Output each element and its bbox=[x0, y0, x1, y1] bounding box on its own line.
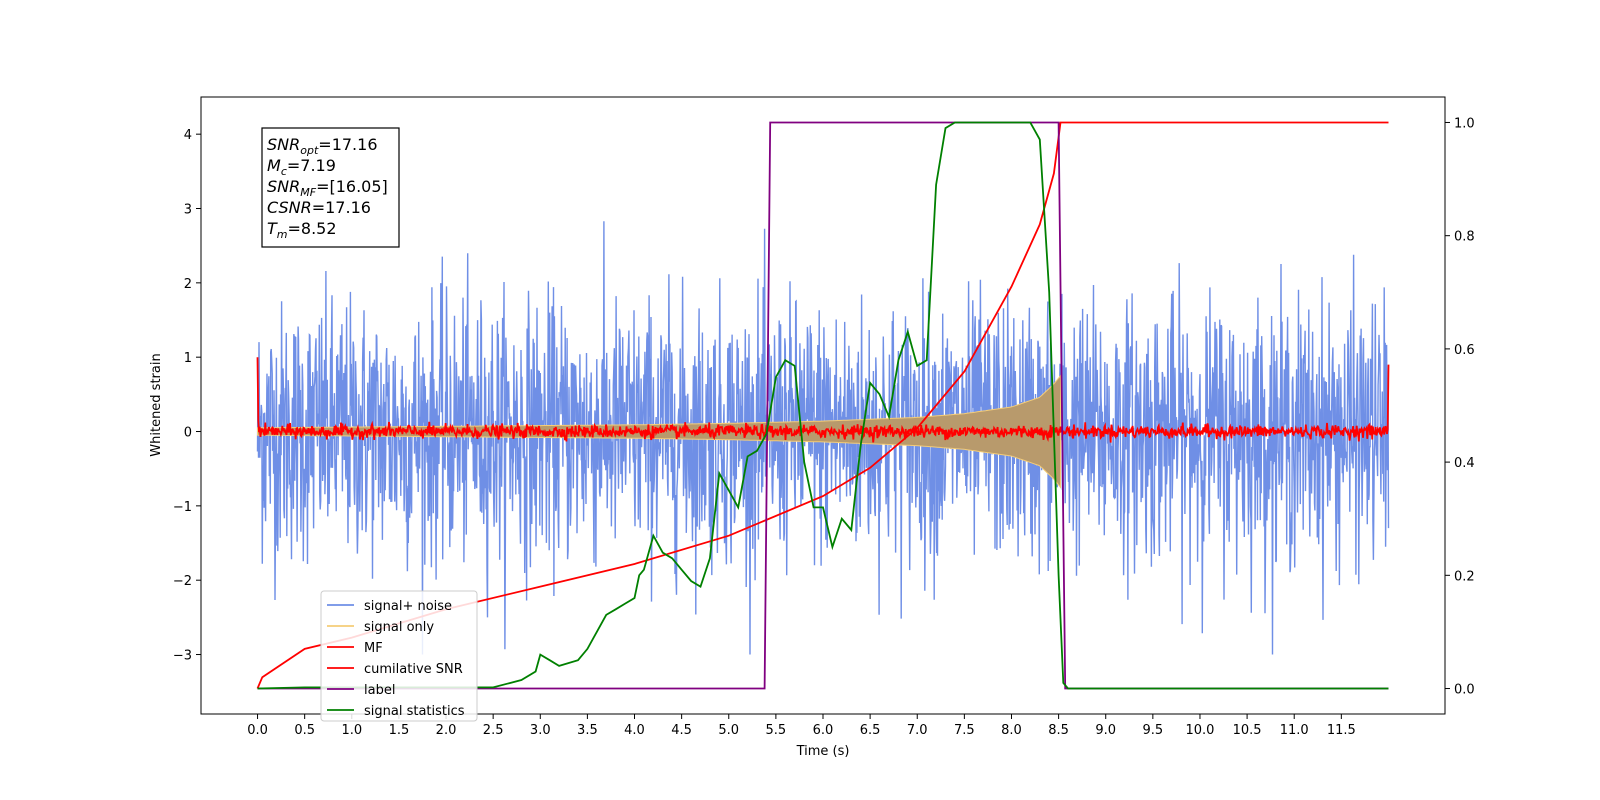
x-tick-label: 7.5 bbox=[954, 723, 975, 738]
x-tick-label: 9.5 bbox=[1143, 723, 1164, 738]
x-tick-label: 4.5 bbox=[671, 723, 692, 738]
x-tick-label: 8.0 bbox=[1001, 723, 1022, 738]
x-tick-label: 1.5 bbox=[389, 723, 410, 738]
legend-entry-label: label bbox=[364, 683, 395, 698]
annotation-frame bbox=[261, 127, 400, 248]
y-left-tick-label: 4 bbox=[184, 128, 192, 143]
axis-ticks: 0.0 0.5 1.0 1.5 2.0 2.5 3.0 3.5 4.0 4.5 5.0 5.5 6.0 6… bbox=[173, 116, 1475, 738]
legend-entry-label: cumilative SNR bbox=[364, 662, 463, 677]
y-left-tick-label: 3 bbox=[184, 203, 192, 218]
x-tick-label: 0.0 bbox=[247, 723, 268, 738]
x-tick-label: 3.5 bbox=[577, 723, 598, 738]
y-right-tick-label: 0.6 bbox=[1454, 343, 1475, 358]
x-tick-label: 2.0 bbox=[436, 723, 457, 738]
annotation-line: Tm=8.52 bbox=[267, 219, 337, 241]
legend: signal+ noise signal only MF cumilative SNR… bbox=[320, 590, 478, 722]
x-axis-label: Time (s) bbox=[796, 744, 850, 759]
y-axis-label: Whitened strain bbox=[149, 353, 164, 456]
x-tick-label: 7.0 bbox=[907, 723, 928, 738]
y-left-tick-label: 1 bbox=[184, 351, 192, 366]
y-right-tick-label: 0.8 bbox=[1454, 230, 1475, 245]
x-tick-label: 5.0 bbox=[718, 723, 739, 738]
legend-entry-label: MF bbox=[364, 641, 383, 656]
y-right-tick-label: 0.4 bbox=[1454, 456, 1475, 471]
x-tick-label: 5.5 bbox=[766, 723, 787, 738]
x-tick-label: 9.0 bbox=[1095, 723, 1116, 738]
y-right-tick-label: 0.0 bbox=[1454, 683, 1475, 698]
x-tick-label: 0.5 bbox=[294, 723, 315, 738]
y-right-tick-label: 0.2 bbox=[1454, 569, 1475, 584]
x-tick-label: 4.0 bbox=[624, 723, 645, 738]
y-left-tick-label: −3 bbox=[173, 649, 192, 664]
x-tick-label: 1.0 bbox=[341, 723, 362, 738]
x-tick-label: 3.0 bbox=[530, 723, 551, 738]
x-tick-label: 10.0 bbox=[1185, 723, 1214, 738]
x-tick-label: 6.0 bbox=[813, 723, 834, 738]
annotation-line: SNRMF=[16.05] bbox=[267, 177, 388, 199]
stats-annotation-box: SNRopt=17.16Mc=7.19SNRMF=[16.05]CSNR=17.… bbox=[261, 127, 400, 248]
x-tick-label: 2.5 bbox=[483, 723, 504, 738]
annotation-line: SNRopt=17.16 bbox=[267, 135, 378, 157]
y-left-tick-label: −2 bbox=[173, 574, 192, 589]
legend-entry-label: signal+ noise bbox=[364, 599, 452, 614]
series-signal-statistics bbox=[257, 121, 1389, 690]
legend-frame bbox=[320, 590, 478, 722]
x-tick-label: 8.5 bbox=[1048, 723, 1069, 738]
y-left-tick-label: 0 bbox=[184, 426, 192, 441]
x-tick-label: 11.5 bbox=[1327, 723, 1356, 738]
annotation-line: Mc=7.19 bbox=[267, 156, 336, 178]
legend-entry-label: signal statistics bbox=[364, 704, 465, 719]
y-left-tick-label: 2 bbox=[184, 277, 192, 292]
x-tick-label: 10.5 bbox=[1233, 723, 1262, 738]
x-tick-label: 6.5 bbox=[860, 723, 881, 738]
x-tick-label: 11.0 bbox=[1280, 723, 1309, 738]
series-mf bbox=[256, 357, 1390, 443]
legend-entry-label: signal only bbox=[364, 620, 434, 635]
y-left-tick-label: −1 bbox=[173, 500, 192, 515]
annotation-line: CSNR=17.16 bbox=[267, 198, 371, 217]
y-right-tick-label: 1.0 bbox=[1454, 116, 1475, 131]
